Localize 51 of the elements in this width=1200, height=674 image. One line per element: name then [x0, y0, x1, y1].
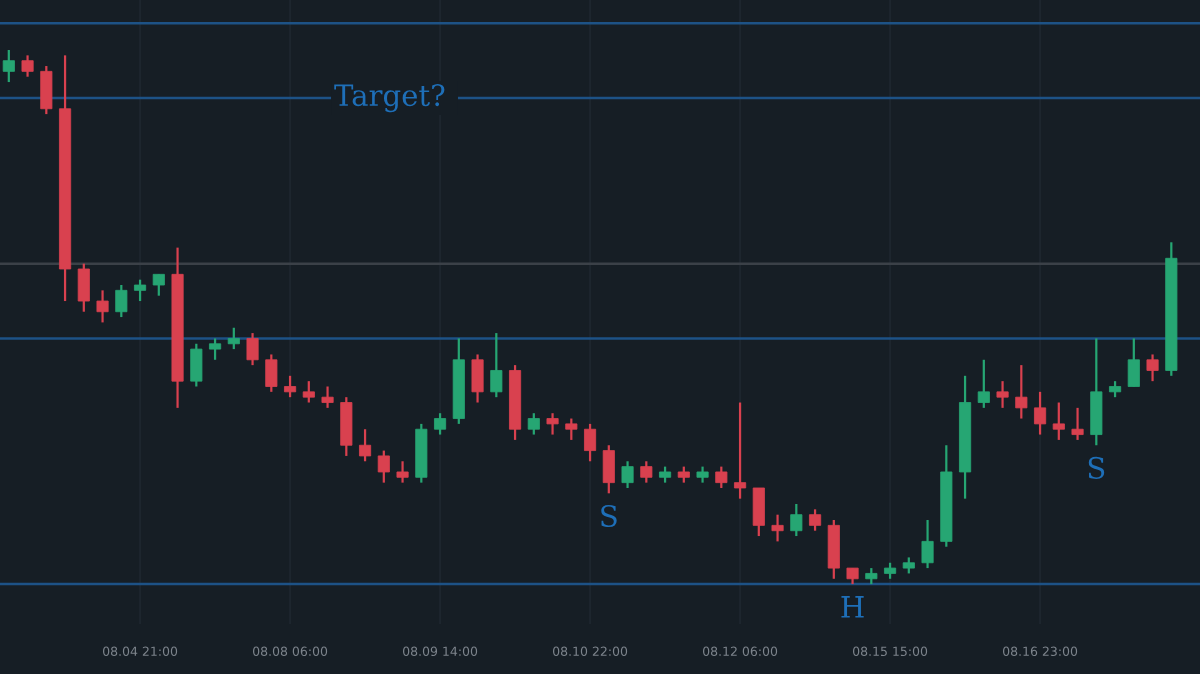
- candlestick: [1090, 337, 1103, 447]
- annotation: H: [841, 596, 864, 618]
- candlestick: [640, 460, 653, 484]
- candlestick: [96, 289, 109, 324]
- candlestick: [827, 518, 840, 580]
- candlestick: [359, 428, 372, 463]
- candlestick: [752, 486, 765, 538]
- candlestick: [21, 54, 34, 78]
- annotation: S: [1088, 456, 1105, 479]
- candlestick: [227, 326, 240, 351]
- candlestick: [790, 502, 803, 538]
- candlestick: [602, 444, 615, 495]
- candlestick: [996, 380, 1009, 409]
- candlestick: [565, 417, 578, 442]
- candlestick: [771, 513, 784, 543]
- candlestick: [340, 396, 353, 458]
- candlestick: [1015, 364, 1028, 420]
- candlestick: [584, 422, 597, 463]
- candlestick: [377, 449, 390, 484]
- candlestick: [115, 283, 128, 319]
- candlestick: [190, 342, 203, 388]
- candlestick: [1127, 337, 1140, 388]
- candlestick: [321, 385, 334, 409]
- candlestick: [1052, 401, 1065, 442]
- candlestick: [1146, 353, 1159, 383]
- candlestick: [527, 412, 540, 436]
- candlestick: [134, 278, 147, 303]
- candlestick: [284, 374, 297, 399]
- candlestick: [921, 518, 934, 570]
- ref-line-label: Target?: [334, 84, 445, 113]
- candlestick: [715, 465, 728, 490]
- candlestick: [734, 401, 747, 500]
- candlestick: [40, 64, 53, 116]
- candlestick: [490, 331, 503, 399]
- candlestick: [977, 358, 990, 409]
- candlestick: [471, 353, 484, 404]
- candlestick: [546, 412, 559, 436]
- candlestick: [2, 48, 15, 84]
- candlestick: [152, 273, 165, 297]
- candlestick: [1034, 390, 1047, 436]
- candlestick: [1071, 406, 1084, 442]
- annotation: S: [601, 504, 617, 528]
- candlestick: [809, 508, 822, 532]
- candlestick: [246, 331, 259, 367]
- candlestick: [434, 412, 447, 436]
- candlestick: [621, 460, 634, 490]
- candlestick: [396, 460, 409, 484]
- candlestick: [77, 262, 90, 313]
- candlestick: [302, 380, 315, 404]
- candlestick: [209, 337, 222, 361]
- candlestick: [265, 353, 278, 393]
